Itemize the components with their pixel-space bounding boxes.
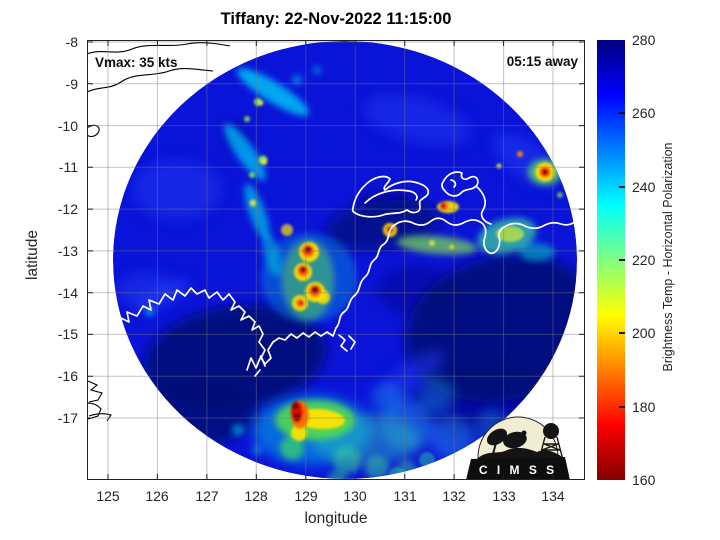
y-tick-label: -14 bbox=[57, 285, 78, 301]
coastline-outside-swath bbox=[86, 42, 231, 422]
x-tick-label: 125 bbox=[96, 488, 120, 504]
y-tick-label: -16 bbox=[57, 368, 78, 384]
dish-feed bbox=[521, 430, 527, 436]
y-axis-label: latitude bbox=[24, 230, 41, 280]
y-tick-label: -10 bbox=[57, 118, 78, 134]
x-tick-label: 127 bbox=[195, 488, 219, 504]
cimss-logo: C I M S S bbox=[466, 416, 570, 498]
satellite-disk bbox=[113, 41, 577, 479]
satellite-dish-icon bbox=[486, 428, 508, 446]
colorbar-tick bbox=[619, 186, 625, 188]
colorbar-tick-label: 260 bbox=[632, 105, 656, 121]
colorbar-tick-label: 180 bbox=[632, 399, 656, 415]
x-tick-label: 134 bbox=[541, 488, 565, 504]
time-away-annotation: 05:15 away bbox=[506, 54, 578, 69]
light-blue-texture bbox=[117, 94, 562, 401]
dark-cloudfree-patches bbox=[141, 121, 577, 446]
colorbar-tick-label: 160 bbox=[632, 472, 656, 488]
water-tower-icon bbox=[538, 436, 564, 461]
logo-text: C I M S S bbox=[479, 463, 557, 477]
colorbar-tick-label: 240 bbox=[632, 179, 656, 195]
colorbar-tick-label: 200 bbox=[632, 325, 656, 341]
coastline-inside-swath bbox=[113, 171, 577, 377]
colorbar-tick bbox=[619, 332, 625, 334]
dish-mount bbox=[492, 442, 497, 455]
colorbar-tick-label: 280 bbox=[632, 32, 656, 48]
x-tick-label: 132 bbox=[442, 488, 466, 504]
colorbar-tick bbox=[619, 259, 625, 261]
x-tick-label: 126 bbox=[145, 488, 169, 504]
water-tank-icon bbox=[543, 423, 559, 439]
y-tick-label: -9 bbox=[65, 76, 78, 92]
colorbar-tick bbox=[619, 406, 625, 408]
x-tick-label: 130 bbox=[343, 488, 367, 504]
colorbar-title: Brightness Temp - Horizontal Polarizatio… bbox=[661, 142, 675, 372]
y-tick-label: -8 bbox=[65, 34, 78, 50]
y-tick-label: -15 bbox=[57, 326, 78, 342]
logo-banner bbox=[466, 457, 570, 480]
y-tick-label: -11 bbox=[58, 159, 78, 175]
x-axis-label: longitude bbox=[304, 510, 368, 527]
axis-frame bbox=[87, 40, 585, 480]
y-tick-label: -12 bbox=[57, 201, 78, 217]
plot-area: C I M S S bbox=[86, 40, 585, 498]
y-tick-label: -17 bbox=[57, 410, 78, 426]
map-plot: C I M S S bbox=[86, 40, 585, 498]
x-tick-label: 128 bbox=[244, 488, 268, 504]
vmax-annotation: Vmax: 35 kts bbox=[95, 55, 178, 70]
tick-marks bbox=[87, 40, 585, 480]
satellite-dish-icon bbox=[503, 431, 527, 449]
page-title: Tiffany: 22-Nov-2022 11:15:00 bbox=[220, 10, 452, 28]
colorbar-tick-label: 220 bbox=[632, 252, 656, 268]
y-tick-label: -13 bbox=[57, 243, 78, 259]
x-tick-label: 133 bbox=[492, 488, 516, 504]
colorbar-tick bbox=[619, 112, 625, 114]
x-tick-label: 129 bbox=[294, 488, 318, 504]
convective-cells bbox=[244, 98, 563, 479]
gridlines bbox=[87, 40, 585, 480]
x-tick-label: 131 bbox=[393, 488, 417, 504]
